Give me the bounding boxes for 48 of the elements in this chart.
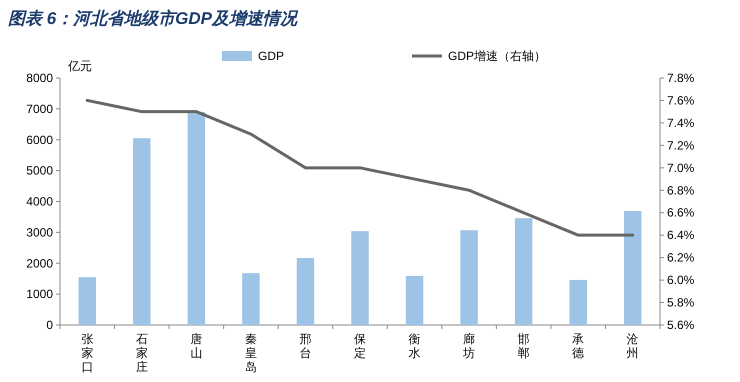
x-tick-label: 衡水 — [408, 332, 421, 360]
bar — [406, 276, 424, 325]
bar — [133, 138, 151, 325]
y-tick-label: 2000 — [26, 256, 54, 270]
y2-tick-label: 7.4% — [667, 116, 695, 130]
y-tick-label: 8000 — [26, 71, 54, 85]
y2-tick-label: 6.2% — [667, 250, 695, 265]
bar — [351, 231, 369, 325]
bar — [296, 258, 314, 325]
y-tick-label: 4000 — [26, 194, 54, 208]
x-tick-label: 石家庄 — [136, 332, 148, 374]
x-tick-label: 张家口 — [81, 332, 94, 374]
x-tick-label: 保定 — [354, 332, 366, 360]
bar — [569, 280, 587, 325]
y2-tick-label: 6.6% — [667, 206, 695, 220]
y2-tick-label: 5.6% — [667, 318, 695, 332]
y-tick-label: 7000 — [26, 102, 54, 116]
bar — [78, 277, 96, 325]
y-tick-label: 6000 — [26, 132, 54, 147]
y-tick-label: 3000 — [26, 225, 54, 240]
legend-label: GDP增速（右轴） — [448, 49, 546, 63]
y2-tick-label: 5.8% — [667, 296, 695, 310]
y-tick-label: 0 — [46, 318, 54, 332]
x-tick-label: 廊坊 — [462, 332, 476, 360]
y2-tick-label: 6.4% — [667, 228, 695, 242]
bar — [624, 211, 642, 325]
x-tick-label: 秦皇岛 — [244, 332, 257, 374]
legend-label: GDP — [258, 49, 284, 63]
bar — [188, 112, 206, 325]
x-tick-label: 沧州 — [626, 332, 639, 360]
bar — [460, 230, 478, 325]
x-tick-label: 邢台 — [299, 332, 312, 360]
x-tick-label: 承德 — [572, 332, 584, 360]
y-axis-title: 亿元 — [67, 59, 92, 73]
y-tick-label: 5000 — [26, 164, 54, 178]
x-tick-label: 邯郸 — [518, 332, 530, 360]
bar — [514, 218, 532, 325]
y2-tick-label: 7.6% — [667, 93, 695, 108]
line-series — [86, 98, 634, 237]
y2-tick-label: 7.8% — [667, 71, 695, 85]
chart-title: 图表 6：河北省地级市GDP及增速情况 — [8, 9, 300, 28]
y2-tick-label: 6.8% — [667, 183, 695, 198]
y2-tick-label: 7.2% — [667, 138, 695, 152]
y-tick-label: 1000 — [26, 287, 54, 302]
x-tick-label: 唐山 — [190, 332, 202, 360]
y2-tick-label: 7.0% — [667, 160, 695, 175]
bar — [242, 273, 260, 325]
y2-tick-label: 6.0% — [667, 273, 695, 288]
